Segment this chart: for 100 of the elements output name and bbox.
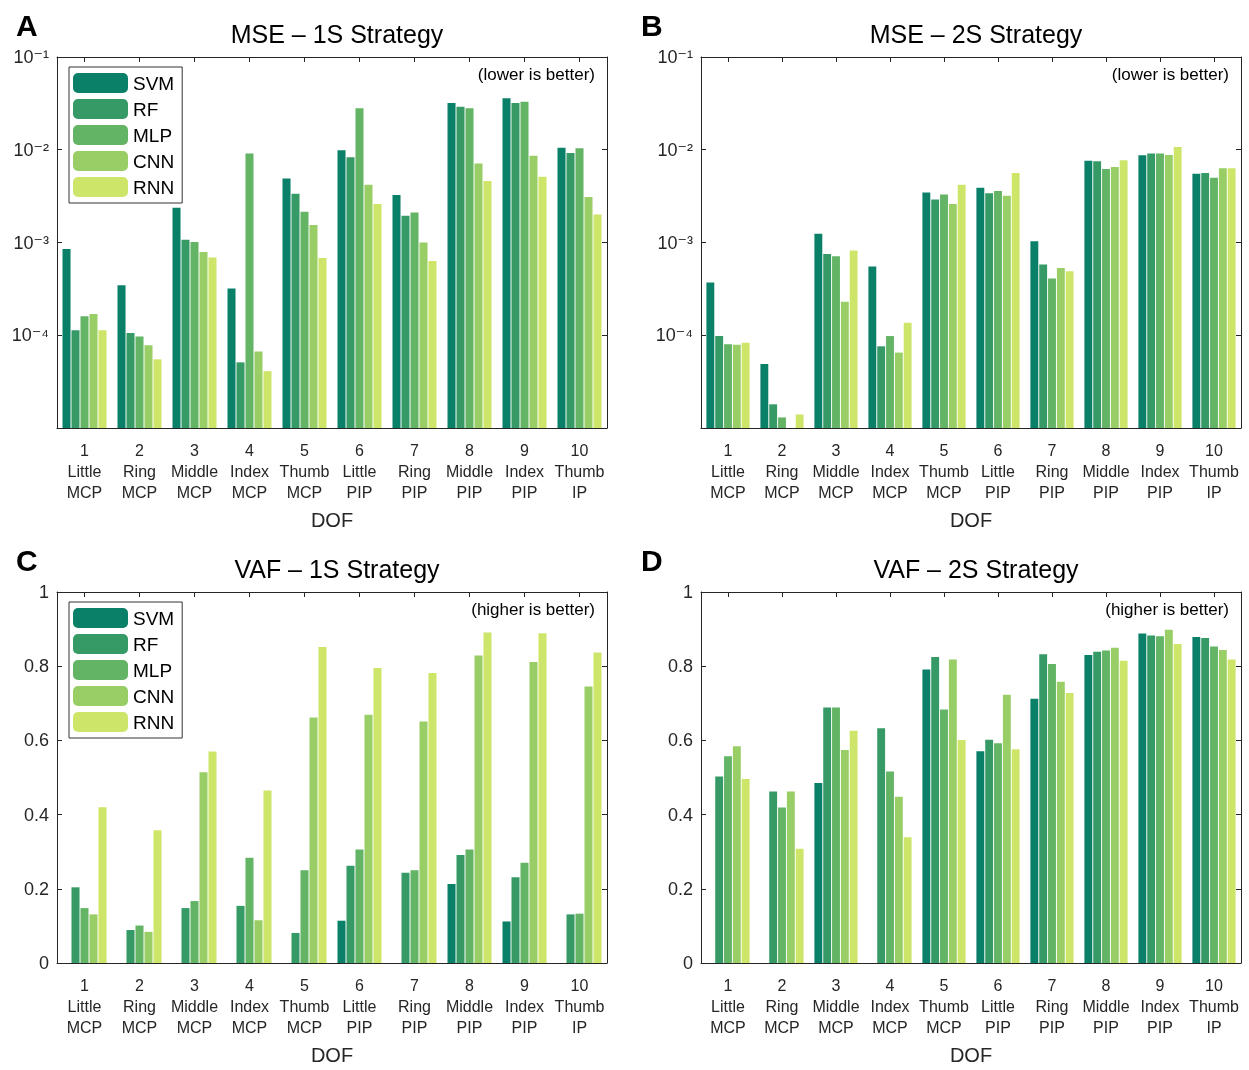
y-tick-label: 0 <box>38 953 49 973</box>
y-tick-label: 0.6 <box>23 730 49 751</box>
bar <box>263 790 272 963</box>
annotation: (higher is better) <box>471 600 596 619</box>
bar <box>153 830 162 963</box>
x-tick-label: 10 Thumb IP <box>1189 442 1239 501</box>
bar <box>724 756 732 963</box>
bar <box>89 914 98 963</box>
bar <box>144 931 153 963</box>
y-tick-label: 0.2 <box>667 878 693 899</box>
legend-label: RF <box>133 633 159 655</box>
bar <box>1138 633 1147 963</box>
bar <box>795 848 804 963</box>
bar <box>769 791 778 963</box>
y-tick-label: 10⁻¹ <box>13 47 49 67</box>
annotation: (lower is better) <box>1111 65 1229 84</box>
x-tick-label: 1 Little MCP <box>710 442 746 501</box>
bar <box>483 632 492 963</box>
x-tick-label: 6 Little PIP <box>981 977 1015 1036</box>
bar <box>1065 692 1074 963</box>
bar <box>190 901 199 963</box>
bar <box>741 778 750 963</box>
bar <box>1147 635 1156 963</box>
x-axis-title: DOF <box>310 509 354 531</box>
bar <box>126 929 135 963</box>
bar <box>1030 698 1039 963</box>
bar <box>309 717 318 963</box>
x-tick-label: 5 Thumb MCP <box>279 977 330 1036</box>
x-tick-label: 4 Index MCP <box>870 442 910 501</box>
bar <box>1002 694 1011 963</box>
x-tick-label: 7 Ring PIP <box>1035 977 1069 1036</box>
text: C <box>16 543 38 577</box>
bar <box>538 633 547 963</box>
x-tick-label: 7 Ring PIP <box>1035 442 1069 501</box>
bar <box>355 849 364 963</box>
x-tick-label: 3 Middle MCP <box>812 442 860 501</box>
bar <box>786 791 795 963</box>
bar <box>502 921 511 963</box>
bar <box>1227 659 1236 963</box>
x-tick-label: 9 Index PIP <box>1140 442 1180 501</box>
y-tick-label: 0.2 <box>23 878 49 899</box>
bar <box>520 862 529 963</box>
bar <box>994 743 1002 963</box>
bar <box>254 920 263 963</box>
x-tick-label: 3 Middle MCP <box>170 977 219 1036</box>
bar <box>71 887 80 963</box>
legend-label: MLP <box>133 124 173 146</box>
bar <box>1173 643 1182 963</box>
y-tick-label: 10⁻² <box>13 139 49 160</box>
bar <box>849 730 858 963</box>
x-tick-label: 9 Index PIP <box>1140 977 1180 1036</box>
bar <box>1110 647 1119 963</box>
x-tick-label: 8 Middle PIP <box>1082 977 1130 1036</box>
bar <box>1084 655 1093 963</box>
x-tick-label: 5 Thumb MCP <box>919 977 969 1036</box>
x-tick-label: 10 Thumb IP <box>554 442 605 501</box>
bar <box>1039 654 1048 963</box>
bar <box>840 750 849 963</box>
bar <box>1210 646 1218 963</box>
text: B <box>641 8 663 42</box>
bar <box>98 807 107 963</box>
legend-label: CNN <box>133 150 175 172</box>
bar <box>894 796 903 963</box>
x-axis-title: DOF <box>310 1044 354 1066</box>
x-axis-title: DOF <box>949 1044 993 1066</box>
y-tick-label: 10⁻¹ <box>657 47 693 67</box>
bar <box>291 932 300 963</box>
x-tick-label: 8 Middle PIP <box>445 442 494 501</box>
x-tick-label: 6 Little PIP <box>342 442 377 501</box>
x-tick-label: 10 Thumb IP <box>554 977 605 1036</box>
bar <box>236 905 245 963</box>
y-tick-label: 0.8 <box>667 656 693 677</box>
x-tick-label: 2 Ring MCP <box>764 442 800 501</box>
bar <box>401 872 410 963</box>
y-tick-label: 0 <box>682 953 693 973</box>
bar <box>364 714 373 963</box>
legend-label: CNN <box>133 685 175 707</box>
bar <box>593 652 602 963</box>
y-tick-label: 10⁻³ <box>657 232 693 253</box>
bar <box>877 728 886 963</box>
bar <box>529 662 538 963</box>
y-tick-label: 10⁻² <box>657 139 693 160</box>
x-tick-label: 5 Thumb MCP <box>279 442 330 501</box>
bar <box>337 920 346 963</box>
bar <box>410 870 419 963</box>
bar <box>1056 681 1065 963</box>
bar <box>903 837 912 963</box>
chart-title: VAF – 2S Strategy <box>873 554 1080 583</box>
bar <box>1093 651 1102 963</box>
bar <box>199 772 208 963</box>
y-tick-label: 0.8 <box>23 656 49 677</box>
bar <box>1102 650 1110 963</box>
y-tick-label: 0.4 <box>667 804 693 825</box>
bar <box>181 908 190 963</box>
text: A <box>16 8 38 42</box>
bar <box>373 668 382 963</box>
bar <box>1218 649 1227 963</box>
bar <box>135 925 144 963</box>
bar <box>346 865 355 963</box>
bar <box>584 686 593 963</box>
